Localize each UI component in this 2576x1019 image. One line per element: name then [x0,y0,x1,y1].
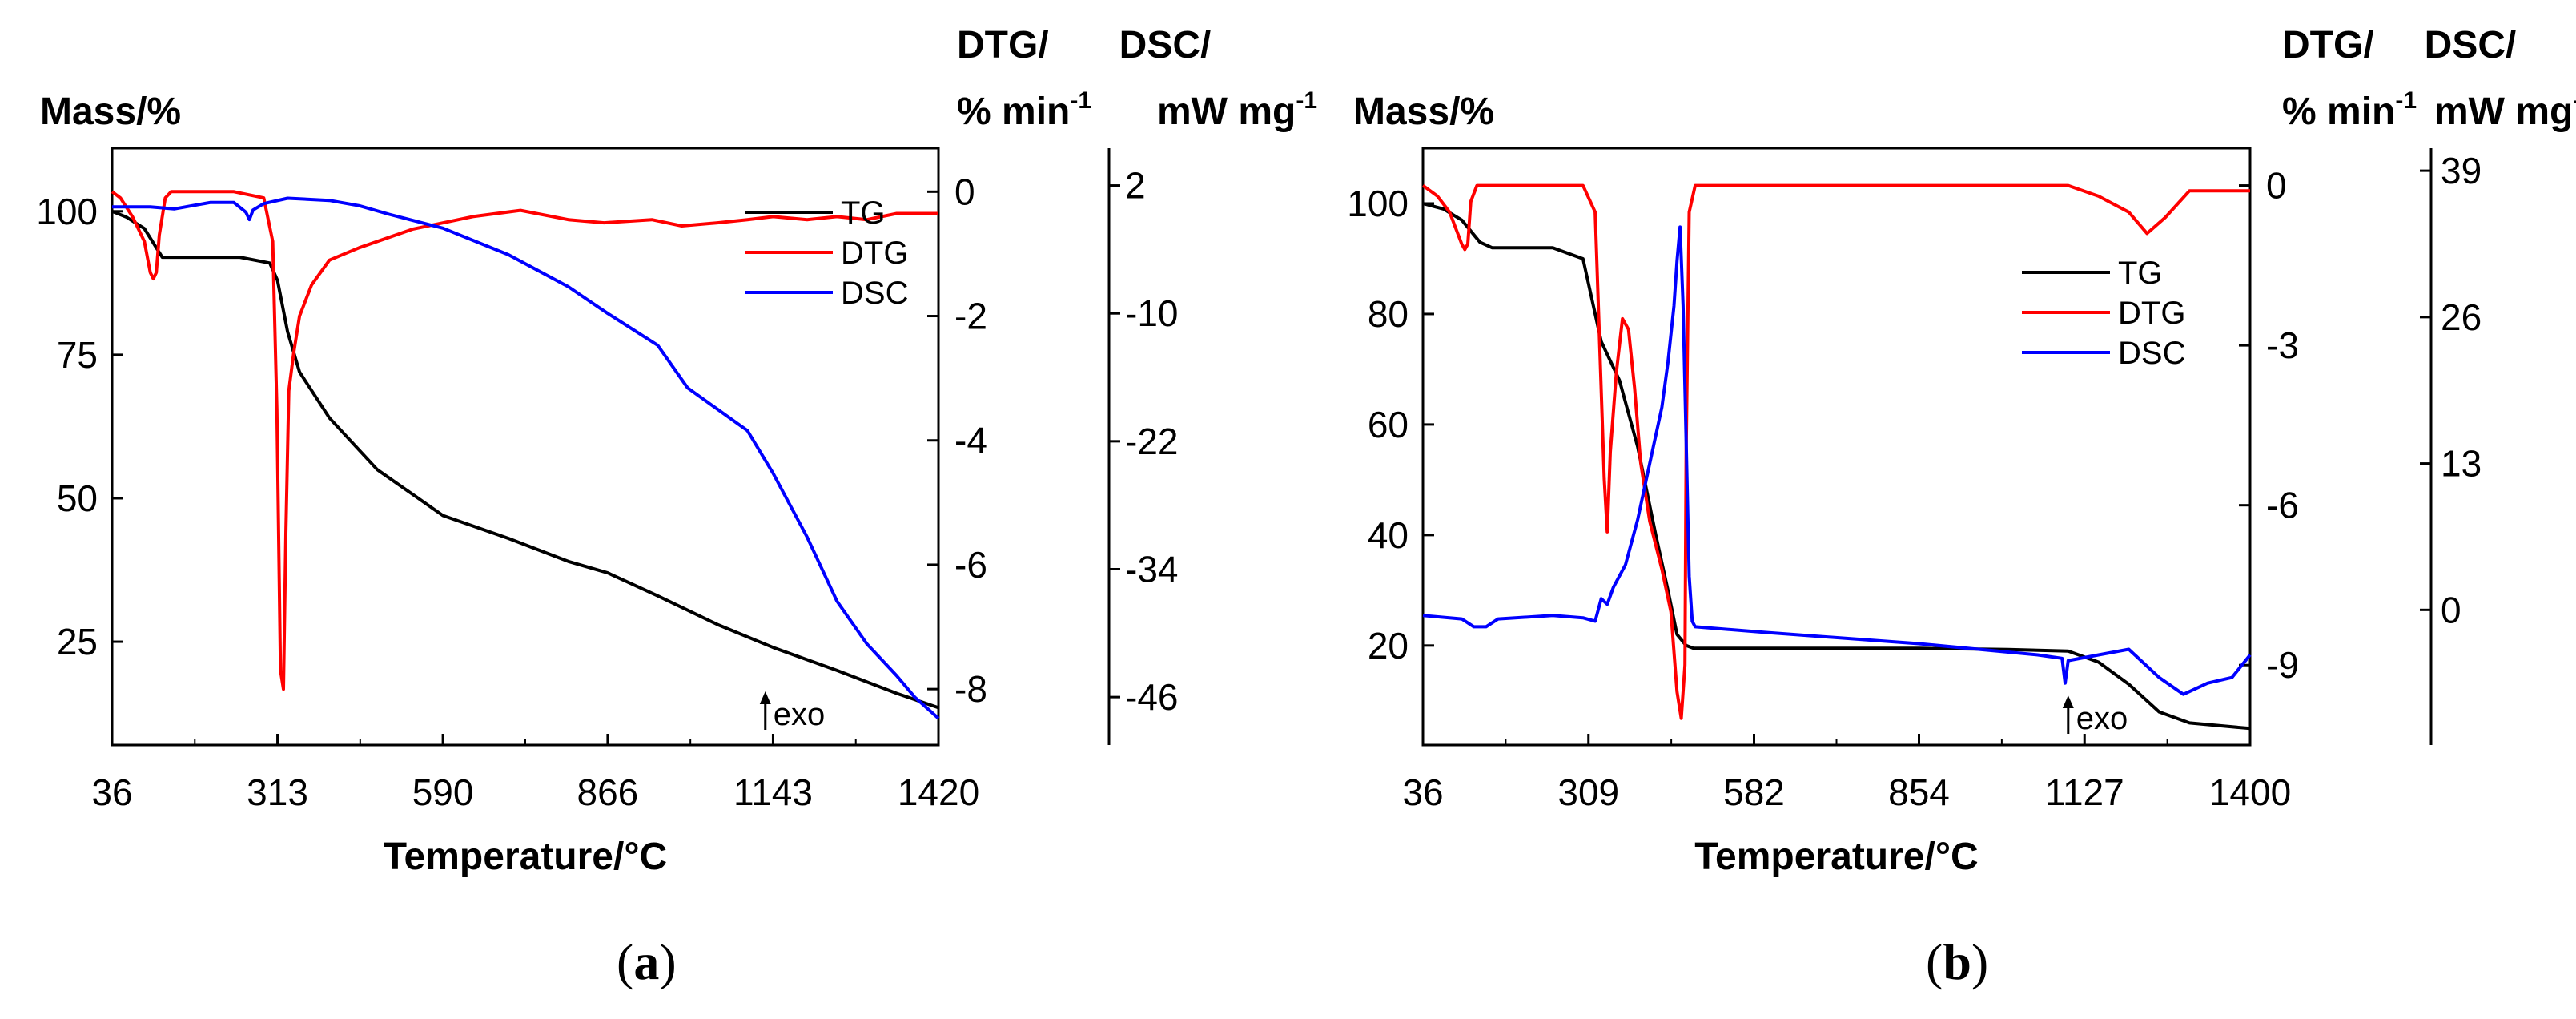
dsc-axis-title-line2: mW mg-1 [2434,87,2576,133]
plot-frame [1421,147,2252,747]
exo-arrowhead [2062,695,2074,708]
series-line-dsc [1422,225,2252,696]
x-axis-title: Temperature/°C [1694,836,1978,878]
series-line-dtg [111,190,938,691]
dtg-tick-label: -3 [2266,324,2299,366]
x-tick-label: 313 [247,771,308,813]
dtg-axis-title-line1: DTG/ [2282,24,2374,66]
legend-label-dtg: DTG [841,236,908,271]
series-line-tg [111,209,939,710]
series-line-dsc [112,196,940,720]
mass-tick-label: 25 [57,621,98,663]
x-tick-label: 1400 [2209,771,2291,813]
panel-label-open-paren: ( [617,933,633,990]
dtg-tick-label: -6 [954,544,987,586]
panel-label: (b) [1926,933,1988,990]
dtg-tick-label: -9 [2266,644,2299,686]
mass-axis-title: Mass/% [40,91,181,133]
series-line-tg [1422,202,2251,731]
dtg-tick-label: -4 [954,420,987,461]
mass-tick-label: 75 [57,334,98,376]
dtg-axis-title-sup: -1 [2395,87,2417,114]
dtg-axis-title-line2: % min-1 [957,87,1091,133]
x-tick-label: 309 [1557,771,1619,813]
dsc-axis-title-line2: mW mg-1 [1157,87,1317,133]
mass-tick-label: 20 [1368,625,1409,667]
mass-tick-label: 40 [1368,514,1409,556]
dsc-tick-label: 13 [2441,443,2482,485]
x-tick-label: 854 [1888,771,1950,813]
panel-label-letter: a [633,933,659,990]
dtg-tick-label: 0 [954,171,975,212]
mass-tick-label: 100 [36,191,98,232]
dsc-tick-label: 26 [2441,296,2482,338]
x-tick-label: 1143 [733,771,813,813]
dtg-tick-label: -8 [954,668,987,710]
mass-tick-label: 80 [1368,293,1409,335]
dsc-axis-title-sup: -1 [2573,87,2576,114]
legend-label-tg: TG [841,195,886,231]
dsc-tick-label: -46 [1125,676,1178,718]
dsc-axis-title-line1: DSC/ [1119,24,1212,66]
x-tick-label: 590 [412,771,474,813]
panel-label-close-paren: ) [1971,933,1988,990]
dsc-tick-label: 0 [2441,589,2461,630]
dsc-tick-label: 2 [1125,165,1146,207]
x-tick-label: 36 [1402,771,1443,813]
legend-label-dsc: DSC [2118,336,2185,371]
dtg-tick-label: -2 [954,296,987,337]
dsc-tick-label: -22 [1125,421,1178,462]
mass-tick-label: 60 [1368,404,1409,445]
x-axis-title: Temperature/°C [384,836,667,878]
dsc-tick-label: 39 [2441,150,2482,191]
legend-label-dtg: DTG [2118,296,2185,331]
chart-panel-b: 36 309 582 854 1127 1400 20 40 60 80 100 Mass/% 0 -3 -… [1347,24,2576,990]
dtg-tick-label: 0 [2266,165,2287,207]
dtg-tick-label: -6 [2266,485,2299,526]
exo-arrowhead [759,691,771,704]
panel-label: (a) [617,933,677,990]
x-tick-label: 36 [91,771,132,813]
panel-label-letter: b [1943,933,1971,990]
dsc-tick-label: -10 [1125,292,1178,334]
dtg-axis-title-line1: DTG/ [957,24,1049,66]
dtg-axis-title-sup: -1 [1070,87,1091,114]
chart-panel-a: 36 313 590 866 1143 1420 25 50 75 100 Mass/% 0 -2 -4 -… [36,24,1317,990]
x-tick-label: 582 [1723,771,1785,813]
dsc-axis-title-sup: -1 [1296,87,1317,114]
plot-frame [111,147,940,747]
x-tick-label: 1420 [898,771,979,813]
x-tick-label: 1127 [2045,771,2124,813]
dsc-axis-title-line1: DSC/ [2425,24,2517,66]
dsc-tick-label: -34 [1125,548,1178,590]
legend-label-tg: TG [2118,256,2163,291]
panel-label-open-paren: ( [1926,933,1943,990]
exo-annotation: exo [2076,701,2128,736]
panel-label-close-paren: ) [659,933,676,990]
mass-tick-label: 50 [57,477,98,519]
dtg-axis-title-line2: % min-1 [2282,87,2417,133]
legend-label-dsc: DSC [841,276,908,311]
mass-tick-label: 100 [1347,183,1409,224]
x-tick-label: 866 [577,771,639,813]
mass-axis-title: Mass/% [1353,91,1494,133]
exo-annotation: exo [774,697,826,732]
